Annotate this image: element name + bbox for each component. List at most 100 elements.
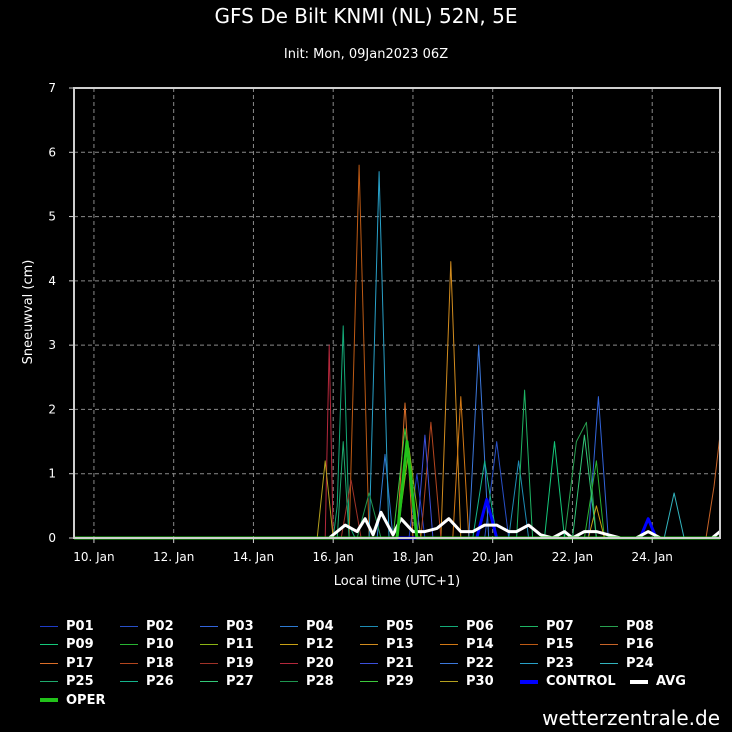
- legend-label: P11: [226, 637, 254, 652]
- legend-label: P30: [466, 674, 494, 689]
- legend-item-p16: P16: [600, 636, 654, 654]
- legend-label: P13: [386, 637, 414, 652]
- legend-swatch: [40, 681, 58, 682]
- legend-swatch: [200, 662, 218, 664]
- legend-item-p30: P30: [440, 673, 494, 691]
- legend-item-p01: P01: [40, 617, 94, 635]
- x-tick-label: 14. Jan: [233, 550, 274, 564]
- legend-item-p20: P20: [280, 654, 334, 672]
- legend-item-p10: P10: [120, 636, 174, 654]
- series-line-p17: [74, 402, 720, 539]
- legend-label: P09: [66, 637, 94, 652]
- y-tick-label: 6: [48, 145, 56, 159]
- y-tick-label: 2: [48, 402, 56, 416]
- legend-swatch: [520, 662, 538, 664]
- series-line-p15: [74, 164, 720, 539]
- series-line-avg: [74, 510, 721, 540]
- legend-item-p11: P11: [200, 636, 254, 654]
- legend-item-p25: P25: [40, 673, 94, 691]
- legend-label: P02: [146, 618, 174, 634]
- legend-label: P04: [306, 618, 334, 634]
- legend-item-avg: AVG: [630, 673, 686, 691]
- legend-swatch: [440, 625, 458, 627]
- legend-swatch: [600, 662, 618, 664]
- grid: [74, 88, 720, 538]
- legend-label: P05: [386, 618, 414, 634]
- credit-text: wetterzentrale.de: [542, 706, 720, 730]
- legend-swatch: [440, 681, 458, 682]
- legend-item-p26: P26: [120, 673, 174, 691]
- legend-item-p18: P18: [120, 654, 174, 672]
- legend-label: P24: [626, 655, 654, 671]
- legend-label: AVG: [656, 674, 686, 689]
- legend-swatch: [200, 681, 218, 682]
- legend-item-p21: P21: [360, 654, 414, 672]
- legend-label: P16: [626, 637, 654, 652]
- legend-item-control: CONTROL: [520, 673, 616, 691]
- series-line-p20: [74, 344, 720, 539]
- legend-swatch: [40, 625, 58, 627]
- series-line-p03: [74, 396, 720, 539]
- legend-swatch: [520, 625, 538, 627]
- legend-item-p12: P12: [280, 636, 334, 654]
- legend-label: P15: [546, 637, 574, 652]
- x-tick-label: 10. Jan: [73, 550, 114, 564]
- legend-item-p23: P23: [520, 654, 574, 672]
- legend-item-p02: P02: [120, 617, 174, 635]
- series-line-p14: [74, 396, 720, 539]
- legend-swatch: [440, 662, 458, 664]
- legend-swatch: [120, 644, 138, 645]
- legend-label: P28: [306, 674, 334, 689]
- legend-swatch: [40, 662, 58, 664]
- series-line-p29: [74, 428, 720, 539]
- series-line-p06: [74, 325, 720, 539]
- legend-swatch: [630, 679, 648, 684]
- series-line-p27: [74, 434, 720, 539]
- legend-item-p06: P06: [440, 617, 494, 635]
- snowfall-chart: 0 1 2 3 4 5 6 7 10. Jan 12. Jan 14. Jan 16. Jan 18. …: [21, 81, 721, 589]
- legend-label: P12: [306, 637, 334, 652]
- y-tick-label: 5: [48, 210, 56, 224]
- legend-item-p28: P28: [280, 673, 334, 691]
- legend-swatch: [40, 644, 58, 645]
- legend-swatch: [520, 679, 538, 684]
- legend-swatch: [280, 662, 298, 664]
- x-axis-label: Local time (UTC+1): [334, 574, 460, 589]
- legend-swatch: [200, 625, 218, 627]
- legend-label: P23: [546, 655, 574, 671]
- legend-swatch: [360, 644, 378, 645]
- legend-label: P22: [466, 655, 494, 671]
- legend-swatch: [360, 681, 378, 682]
- y-tick-label: 0: [48, 531, 56, 545]
- legend-swatch: [280, 681, 298, 682]
- legend-label: P20: [306, 655, 334, 671]
- legend-swatch: [520, 644, 538, 645]
- legend-label: P17: [66, 655, 94, 671]
- x-tick-label: 22. Jan: [552, 550, 593, 564]
- legend-item-p13: P13: [360, 636, 414, 654]
- legend-label: P29: [386, 674, 414, 689]
- legend-label: P03: [226, 618, 254, 634]
- series-line-p07: [74, 389, 720, 539]
- legend-label: P06: [466, 618, 494, 634]
- series-line-oper: [74, 440, 720, 540]
- legend-label: P10: [146, 637, 174, 652]
- legend-swatch: [440, 644, 458, 645]
- legend-item-p09: P09: [40, 636, 94, 654]
- x-tick-label: 20. Jan: [472, 550, 513, 564]
- x-tick-label: 24. Jan: [632, 550, 673, 564]
- legend-swatch: [120, 681, 138, 682]
- legend-item-p05: P05: [360, 617, 414, 635]
- legend-label: P25: [66, 674, 94, 689]
- legend-swatch: [360, 625, 378, 627]
- legend-item-p27: P27: [200, 673, 254, 691]
- y-tick-label: 7: [48, 81, 56, 95]
- legend-item-p19: P19: [200, 654, 254, 672]
- legend-label: P08: [626, 618, 654, 634]
- legend-swatch: [280, 644, 298, 645]
- legend-swatch: [280, 625, 298, 627]
- legend-label: P27: [226, 674, 254, 689]
- legend-item-oper: OPER: [40, 691, 105, 709]
- y-axis-label: Sneeuwval (cm): [21, 260, 36, 365]
- legend-item-p08: P08: [600, 617, 654, 635]
